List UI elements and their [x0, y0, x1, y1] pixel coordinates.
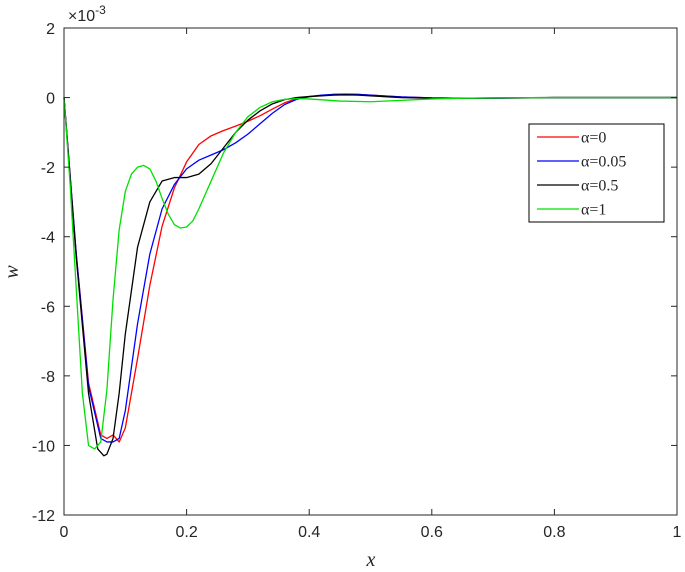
y-tick-label: -4 — [41, 230, 55, 247]
x-tick-label: 0.8 — [543, 524, 565, 541]
y-tick-label: 2 — [46, 21, 55, 38]
legend: α=0 α=0.05 α=0.5 α=1 — [528, 123, 665, 223]
legend-label-0: α=0 — [581, 130, 606, 147]
legend-label-1: α=0.05 — [581, 154, 626, 171]
x-tick-label: 0.2 — [175, 524, 197, 541]
y-multiplier-exponent: -3 — [95, 3, 106, 17]
series-line-2 — [63, 94, 677, 457]
series-layer — [63, 93, 677, 457]
tick-layer: 0 0.2 0.4 0.6 0.8 1 2 0 -2 -4 -6 -8 -10 -12 — [32, 21, 682, 541]
axes-layer — [63, 27, 678, 516]
x-tick-label: 0.4 — [298, 524, 320, 541]
y-axis-label: w — [1, 265, 23, 279]
x-tick-label: 0 — [60, 524, 69, 541]
y-tick-label: -6 — [41, 299, 55, 316]
y-tick-label: -8 — [41, 369, 55, 386]
x-tick-label: 0.6 — [421, 524, 443, 541]
plot-background — [64, 28, 677, 515]
y-multiplier-base: ×10 — [68, 8, 95, 25]
y-tick-label: -2 — [41, 160, 55, 177]
x-axis-label: x — [366, 549, 376, 571]
legend-box — [528, 123, 665, 223]
y-tick-label: -10 — [32, 438, 55, 455]
legend-label-2: α=0.5 — [581, 178, 618, 195]
y-tick-label: -12 — [32, 508, 55, 525]
legend-label-3: α=1 — [581, 202, 606, 219]
y-multiplier-label: ×10-3 — [68, 3, 106, 25]
series-line-3 — [63, 96, 677, 450]
y-tick-label: 0 — [46, 91, 55, 108]
plot-frame — [63, 27, 678, 516]
x-tick-label: 1 — [673, 524, 682, 541]
